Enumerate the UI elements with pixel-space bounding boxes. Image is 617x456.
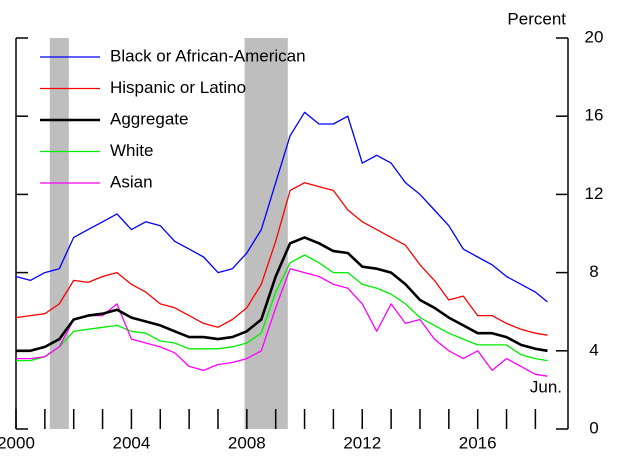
y-tick-label: 20 [585, 27, 604, 46]
y-axis-label: Percent [507, 9, 566, 28]
x-tick-label: 2004 [113, 433, 151, 452]
y-tick-label: 0 [589, 418, 598, 437]
series-line [15, 182, 548, 336]
y-tick-label: 4 [589, 340, 598, 359]
x-tick-label: 2016 [459, 433, 497, 452]
legend-label: Aggregate [110, 109, 188, 128]
series-line [15, 111, 548, 303]
series-line [16, 254, 548, 362]
legend-label: Black or African-American [110, 46, 306, 65]
legend-label: White [110, 141, 153, 160]
x-tick-label: 2000 [0, 433, 35, 452]
x-tick-label: 2012 [343, 433, 381, 452]
recession-band [49, 38, 69, 429]
series-line [16, 236, 548, 353]
y-tick-label: 8 [589, 262, 598, 281]
annotation: Jun. [530, 377, 562, 396]
legend-label: Asian [110, 172, 153, 191]
y-tick-label: 16 [585, 106, 604, 125]
y-tick-label: 12 [585, 184, 604, 203]
x-tick-label: 2008 [228, 433, 266, 452]
recession-band [244, 38, 288, 429]
legend-label: Hispanic or Latino [110, 78, 246, 97]
